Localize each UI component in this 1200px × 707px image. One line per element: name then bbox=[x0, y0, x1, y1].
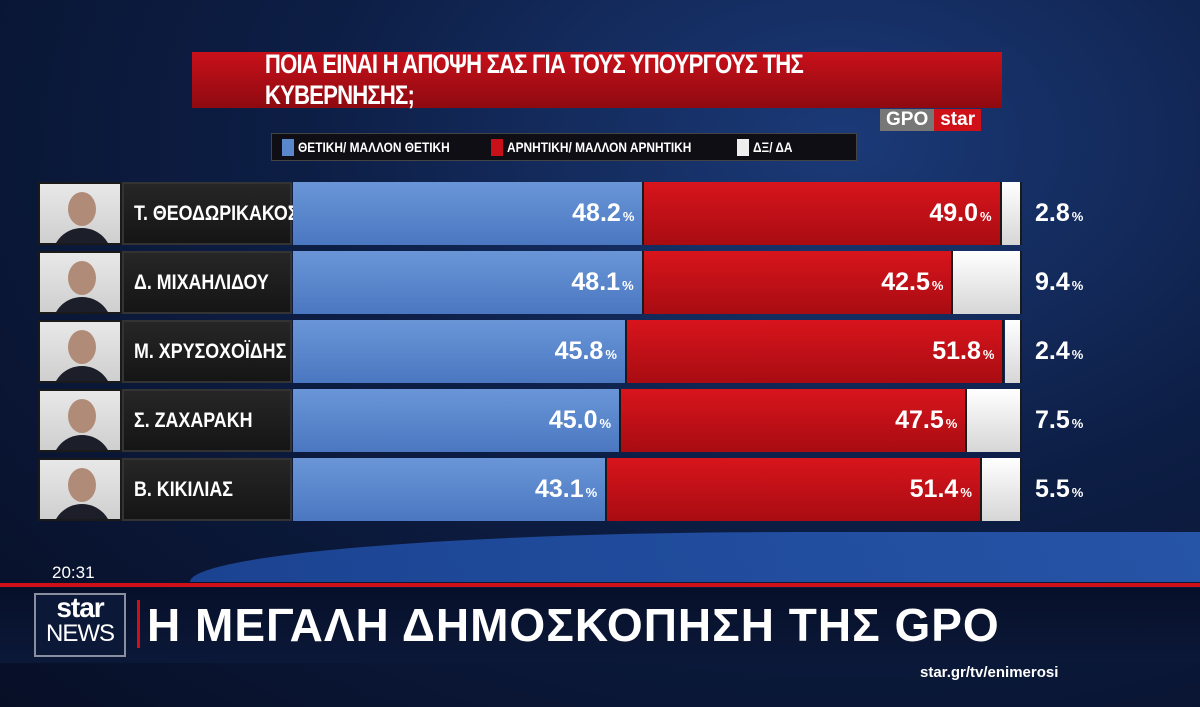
legend-swatch bbox=[490, 138, 503, 156]
bar-positive: 48.1% bbox=[293, 251, 644, 314]
legend-label: ΑΡΝΗΤΙΚΗ/ ΜΑΛΛΟΝ ΑΡΝΗΤΙΚΗ bbox=[506, 139, 691, 155]
bar-dont-know bbox=[1004, 320, 1022, 383]
bar-dont-know bbox=[1001, 182, 1022, 245]
minister-name: Δ. ΜΙΧΑΗΛΙΔΟΥ bbox=[122, 251, 292, 314]
minister-name: Μ. ΧΡΥΣΟΧΟΪΔΗΣ bbox=[122, 320, 292, 383]
value-label: 43.1 bbox=[534, 475, 584, 503]
legend-item: ΔΞ/ ΔΑ bbox=[737, 138, 800, 156]
star-news-logo: star NEWS bbox=[34, 593, 126, 657]
headline: Η ΜΕΓΑΛΗ ΔΗΜΟΣΚΟΠΗΣΗ ΤΗΣ GPO bbox=[147, 599, 1000, 651]
value-label: 47.5 bbox=[895, 406, 944, 434]
minister-name: Β. ΚΙΚΙΛΙΑΣ bbox=[122, 458, 292, 521]
divider bbox=[0, 583, 1200, 587]
value-label: 51.8 bbox=[932, 337, 981, 365]
value-label: 45.0 bbox=[548, 406, 598, 434]
value-label: 9.4 bbox=[1035, 268, 1070, 296]
legend-label: ΘΕΤΙΚΗ/ ΜΑΛΛΟΝ ΘΕΤΙΚΗ bbox=[298, 139, 450, 155]
dont-know-value: 9.4% bbox=[1035, 251, 1083, 314]
headline-accent bbox=[137, 600, 140, 648]
unit-label: % bbox=[982, 347, 995, 362]
unit-label: % bbox=[945, 416, 958, 431]
bar-negative: 42.5% bbox=[643, 251, 954, 314]
minister-name: Σ. ΖΑΧΑΡΑΚΗ bbox=[122, 389, 292, 452]
unit-label: % bbox=[622, 209, 635, 224]
unit-label: % bbox=[599, 416, 612, 431]
bar-positive: 45.8% bbox=[293, 320, 627, 383]
unit-label: % bbox=[1071, 347, 1084, 362]
unit-label: % bbox=[960, 485, 972, 500]
name-label: Μ. ΧΡΥΣΟΧΟΪΔΗΣ bbox=[134, 339, 287, 363]
unit-label: % bbox=[1071, 278, 1084, 293]
minister-photo bbox=[38, 389, 122, 452]
chart-row: Σ. ΖΑΧΑΡΑΚΗ 45.0% 47.5% 7.5% bbox=[38, 389, 1138, 452]
chart-row: Τ. ΘΕΟΔΩΡΙΚΑΚΟΣ 48.2% 49.0% 2.8% bbox=[38, 182, 1138, 245]
chart-row: Δ. ΜΙΧΑΗΛΙΔΟΥ 48.1% 42.5% 9.4% bbox=[38, 251, 1138, 314]
unit-label: % bbox=[1071, 416, 1084, 431]
minister-photo bbox=[38, 182, 122, 245]
value-label: 45.8 bbox=[554, 337, 604, 365]
unit-label: % bbox=[585, 485, 598, 500]
dont-know-value: 2.4% bbox=[1035, 320, 1083, 383]
minister-photo bbox=[38, 251, 122, 314]
value-label: 48.1 bbox=[571, 268, 621, 296]
legend-swatch bbox=[282, 138, 294, 156]
value-label: 7.5 bbox=[1035, 406, 1070, 434]
bar-dont-know bbox=[953, 251, 1022, 314]
clock: 20:31 bbox=[52, 563, 95, 582]
source-logo: GPO star bbox=[880, 109, 982, 131]
legend-item: ΑΡΝΗΤΙΚΗ/ ΜΑΛΛΟΝ ΑΡΝΗΤΙΚΗ bbox=[490, 138, 724, 156]
dont-know-value: 5.5% bbox=[1035, 458, 1083, 521]
value-label: 49.0 bbox=[929, 199, 979, 227]
lower-third bbox=[0, 588, 1200, 663]
name-label: Β. ΚΙΚΙΛΙΑΣ bbox=[134, 477, 233, 501]
bar-positive: 45.0% bbox=[293, 389, 622, 452]
background-band bbox=[190, 532, 1200, 582]
dont-know-value: 7.5% bbox=[1035, 389, 1083, 452]
value-label: 42.5 bbox=[881, 268, 930, 296]
bar-dont-know bbox=[967, 389, 1022, 452]
bar-positive: 48.2% bbox=[293, 182, 645, 245]
bar-positive: 43.1% bbox=[293, 458, 608, 521]
name-label: Σ. ΖΑΧΑΡΑΚΗ bbox=[134, 408, 253, 432]
bar-dont-know bbox=[981, 458, 1022, 521]
unit-label: % bbox=[980, 209, 992, 224]
bar-negative: 51.8% bbox=[626, 320, 1005, 383]
bar-negative: 49.0% bbox=[644, 182, 1002, 245]
legend-label: ΔΞ/ ΔΑ bbox=[753, 139, 793, 155]
unit-label: % bbox=[605, 347, 617, 362]
minister-photo bbox=[38, 458, 122, 521]
dont-know-value: 2.8% bbox=[1035, 182, 1083, 245]
unit-label: % bbox=[1071, 209, 1084, 224]
bar-negative: 47.5% bbox=[621, 389, 968, 452]
gpo-logo: GPO bbox=[880, 109, 935, 131]
legend-item: ΘΕΤΙΚΗ/ ΜΑΛΛΟΝ ΘΕΤΙΚΗ bbox=[282, 138, 477, 156]
star-logo: star bbox=[934, 109, 982, 131]
bar-negative: 51.4% bbox=[607, 458, 982, 521]
minister-photo bbox=[38, 320, 122, 383]
unit-label: % bbox=[931, 278, 944, 293]
chart-title: ΠΟΙΑ ΕΙΝΑΙ Η ΑΠΟΨΗ ΣΑΣ ΓΙΑ ΤΟΥΣ ΥΠΟΥΡΓΟΥ… bbox=[192, 49, 1002, 110]
unit-label: % bbox=[1071, 485, 1084, 500]
name-label: Δ. ΜΙΧΑΗΛΙΔΟΥ bbox=[134, 270, 269, 294]
value-label: 48.2 bbox=[572, 199, 621, 227]
unit-label: % bbox=[622, 278, 634, 293]
value-label: 51.4 bbox=[909, 475, 959, 503]
chart-row: Μ. ΧΡΥΣΟΧΟΪΔΗΣ 45.8% 51.8% 2.4% bbox=[38, 320, 1138, 383]
value-label: 5.5 bbox=[1035, 475, 1070, 503]
chart-row: Β. ΚΙΚΙΛΙΑΣ 43.1% 51.4% 5.5% bbox=[38, 458, 1138, 521]
legend-swatch bbox=[737, 138, 750, 156]
name-label: Τ. ΘΕΟΔΩΡΙΚΑΚΟΣ bbox=[134, 201, 299, 225]
value-label: 2.4 bbox=[1035, 337, 1070, 365]
minister-name: Τ. ΘΕΟΔΩΡΙΚΑΚΟΣ bbox=[122, 182, 299, 245]
value-label: 2.8 bbox=[1035, 199, 1070, 227]
website-url: star.gr/tv/enimerosi bbox=[920, 664, 1059, 681]
legend: ΘΕΤΙΚΗ/ ΜΑΛΛΟΝ ΘΕΤΙΚΗ ΑΡΝΗΤΙΚΗ/ ΜΑΛΛΟΝ ΑΡ… bbox=[271, 133, 857, 161]
